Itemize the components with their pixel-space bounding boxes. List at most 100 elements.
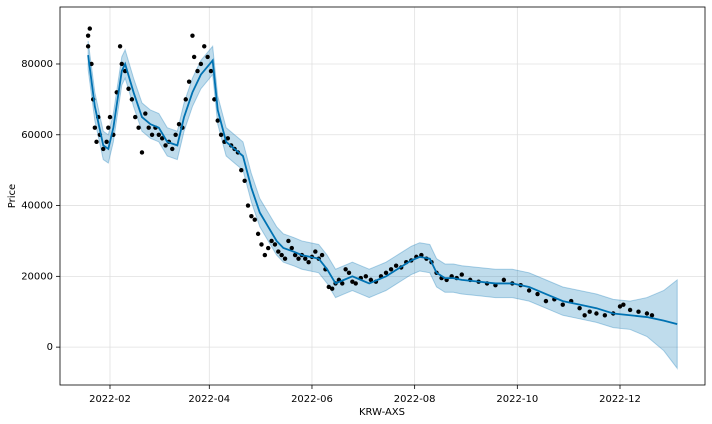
plot-frame: [59, 6, 706, 386]
observed-point: [636, 309, 641, 314]
observed-point: [195, 68, 200, 74]
x-tick-label: 2022-06: [291, 394, 333, 405]
observed-point: [106, 125, 111, 130]
observed-point: [85, 44, 91, 49]
observed-point: [202, 44, 207, 49]
y-tick-label: 20000: [21, 271, 53, 282]
observed-point: [94, 139, 99, 145]
observed-point: [87, 26, 92, 31]
observed-point: [346, 270, 352, 276]
observed-point: [215, 118, 220, 123]
observed-point: [602, 313, 608, 318]
observed-point: [577, 305, 582, 311]
observed-point: [208, 68, 214, 74]
observed-point: [306, 259, 311, 265]
observed-point: [269, 238, 274, 244]
observed-point: [242, 178, 247, 183]
observed-point: [279, 252, 284, 258]
observed-point: [249, 213, 254, 219]
y-tick-label: 0: [47, 342, 53, 353]
observed-point: [89, 61, 94, 67]
x-tick-label: 2022-02: [89, 394, 131, 405]
observed-point: [289, 245, 294, 251]
observed-point: [163, 143, 168, 148]
observed-point: [170, 146, 175, 152]
observed-point: [126, 86, 131, 91]
observed-point: [133, 114, 138, 120]
observed-point: [303, 256, 308, 261]
observed-point: [92, 125, 98, 130]
observed-point: [190, 33, 195, 38]
observed-point: [117, 44, 123, 49]
observed-point: [225, 136, 231, 141]
observed-point: [296, 256, 301, 261]
observed-point: [186, 79, 192, 84]
observed-point: [383, 270, 389, 276]
observed-point: [543, 298, 549, 304]
observed-point: [191, 54, 197, 60]
observed-point: [353, 281, 358, 286]
observed-point: [176, 121, 182, 127]
observed-point: [560, 302, 565, 307]
observed-point: [582, 313, 587, 318]
observed-point: [393, 263, 399, 268]
x-tick-label: 2022-04: [188, 394, 230, 405]
observed-point: [282, 256, 288, 261]
x-axis-label: KRW-AXS: [359, 407, 405, 418]
y-tick-label: 40000: [21, 201, 53, 212]
observed-point: [104, 139, 109, 145]
x-tick-label: 2022-08: [394, 394, 436, 405]
observed-point: [101, 146, 106, 152]
observed-point: [139, 150, 145, 155]
observed-point: [340, 281, 345, 286]
observed-point: [85, 33, 91, 38]
forecast-line: [87, 55, 678, 325]
observed-point: [313, 249, 318, 254]
observed-point: [129, 97, 135, 102]
observed-point: [627, 307, 633, 313]
observed-point: [587, 309, 592, 314]
y-tick-label: 60000: [21, 130, 53, 141]
observed-point: [205, 54, 210, 60]
observed-point: [136, 125, 141, 130]
observed-point: [212, 97, 217, 102]
observed-point: [255, 231, 261, 237]
observed-point: [526, 288, 532, 293]
observed-point: [259, 242, 264, 247]
observed-point: [266, 245, 271, 251]
observed-point: [388, 267, 394, 272]
x-tick-label: 2022-12: [599, 394, 641, 405]
observed-point: [292, 252, 298, 258]
observed-point: [350, 279, 355, 284]
observed-point: [368, 277, 374, 283]
observed-point: [276, 249, 281, 254]
x-tick-label: 2022-10: [496, 394, 538, 405]
observed-point: [262, 252, 268, 258]
observed-point: [198, 61, 204, 67]
observed-point: [119, 61, 124, 67]
observed-point: [245, 203, 251, 208]
observed-point: [143, 111, 148, 116]
observed-point: [218, 132, 224, 137]
observed-point: [329, 286, 335, 291]
observed-point: [183, 97, 188, 102]
y-tick-label: 80000: [21, 59, 53, 70]
observed-point: [343, 267, 348, 272]
observed-point: [252, 217, 257, 222]
observed-point: [149, 132, 155, 137]
observed-point: [107, 114, 113, 120]
observed-point: [326, 284, 332, 290]
observed-point: [501, 277, 507, 283]
observed-point: [535, 291, 540, 297]
observed-point: [617, 304, 623, 309]
observed-point: [649, 313, 655, 318]
observed-point: [159, 136, 165, 141]
observed-point: [621, 302, 626, 307]
observed-point: [319, 252, 325, 258]
observed-point: [146, 125, 151, 130]
y-axis-label: Price: [7, 184, 18, 208]
observed-point: [239, 167, 244, 173]
observed-point: [156, 132, 162, 137]
